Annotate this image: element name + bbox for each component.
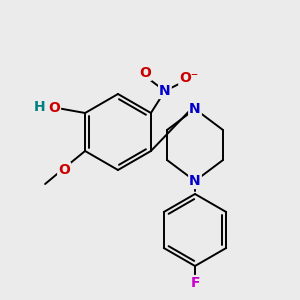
- Text: N: N: [159, 84, 171, 98]
- Text: O: O: [48, 101, 60, 115]
- Text: H: H: [33, 100, 45, 114]
- Text: O⁻: O⁻: [179, 71, 199, 85]
- Text: F: F: [190, 276, 200, 290]
- Text: N: N: [189, 102, 201, 116]
- Text: O: O: [58, 163, 70, 177]
- Text: O: O: [139, 66, 151, 80]
- Text: N: N: [189, 174, 201, 188]
